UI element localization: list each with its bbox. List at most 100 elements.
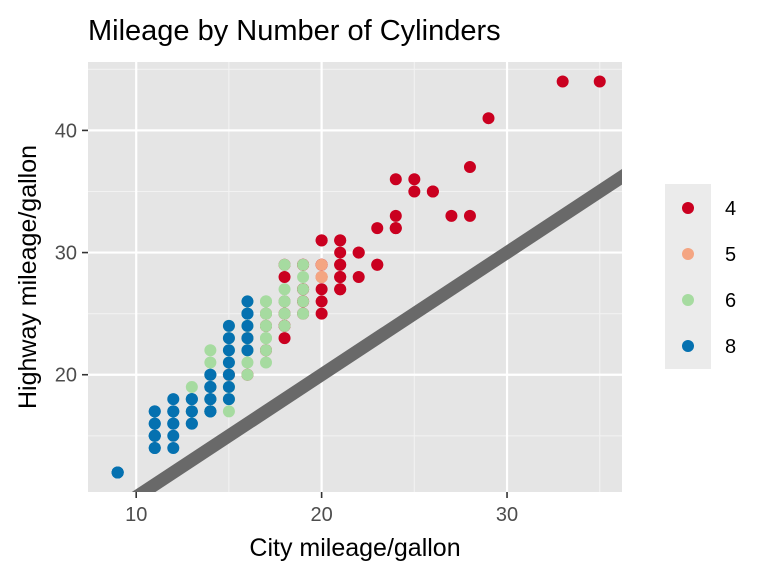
data-point-cyl-6: [278, 258, 291, 271]
data-point-cyl-4: [408, 173, 421, 186]
data-point-cyl-6: [278, 319, 291, 332]
data-point-cyl-8: [241, 332, 254, 345]
data-point-cyl-8: [222, 380, 235, 393]
legend-key-4: [682, 202, 694, 214]
data-point-cyl-6: [297, 258, 310, 271]
data-point-cyl-4: [463, 209, 476, 222]
data-point-cyl-8: [241, 307, 254, 320]
data-point-cyl-8: [204, 368, 217, 381]
data-point-cyl-6: [260, 344, 272, 357]
legend-key-5: [682, 248, 694, 260]
x-tick-label: 10: [125, 504, 147, 526]
x-axis-title: City mileage/gallon: [249, 534, 460, 562]
legend-label: 4: [725, 198, 736, 220]
x-tick-label: 30: [496, 504, 518, 526]
data-point-cyl-8: [111, 466, 124, 479]
points-layer: [111, 75, 606, 479]
data-point-cyl-8: [148, 405, 161, 418]
data-point-cyl-8: [167, 405, 180, 418]
data-point-cyl-8: [167, 417, 180, 430]
data-point-cyl-4: [352, 271, 365, 283]
data-point-cyl-4: [389, 173, 402, 186]
data-point-cyl-4: [463, 161, 476, 174]
data-point-cyl-4: [352, 246, 365, 259]
data-point-cyl-6: [260, 307, 272, 320]
data-point-cyl-4: [445, 209, 458, 222]
data-point-cyl-6: [204, 344, 217, 357]
data-point-cyl-8: [222, 393, 235, 406]
data-point-cyl-6: [297, 307, 310, 320]
y-tick-label: 30: [55, 243, 77, 265]
data-point-cyl-6: [241, 368, 254, 381]
data-point-cyl-8: [167, 393, 180, 406]
legend-label: 5: [725, 244, 736, 266]
data-point-cyl-8: [222, 368, 235, 381]
data-point-cyl-4: [426, 185, 439, 198]
data-point-cyl-4: [334, 246, 347, 259]
data-point-cyl-6: [297, 283, 310, 296]
data-point-cyl-8: [148, 442, 161, 455]
data-point-cyl-4: [278, 271, 291, 283]
data-point-cyl-5: [315, 271, 328, 283]
data-point-cyl-6: [241, 356, 254, 369]
data-point-cyl-8: [185, 405, 198, 418]
data-point-cyl-8: [167, 429, 180, 442]
data-point-cyl-8: [148, 429, 161, 442]
data-point-cyl-4: [556, 75, 569, 88]
data-point-cyl-6: [278, 295, 291, 308]
data-point-cyl-8: [185, 417, 198, 430]
x-axis: 10 20 30: [125, 492, 518, 526]
data-point-cyl-4: [482, 112, 495, 125]
data-point-cyl-6: [260, 332, 272, 345]
legend-label: 6: [725, 290, 736, 312]
data-point-cyl-8: [167, 442, 180, 455]
data-point-cyl-6: [260, 356, 272, 369]
data-point-cyl-6: [260, 319, 272, 332]
data-point-cyl-6: [185, 380, 198, 393]
data-point-cyl-4: [278, 332, 291, 345]
legend-key-6: [682, 294, 694, 306]
data-point-cyl-8: [204, 380, 217, 393]
data-point-cyl-4: [389, 222, 402, 235]
data-point-cyl-4: [593, 75, 606, 88]
data-point-cyl-6: [204, 356, 217, 369]
data-point-cyl-4: [334, 283, 347, 296]
legend: 4 5 6 8: [665, 184, 736, 369]
data-point-cyl-4: [315, 234, 328, 247]
data-point-cyl-8: [204, 393, 217, 406]
data-point-cyl-4: [334, 271, 347, 283]
data-point-cyl-5: [315, 258, 328, 271]
data-point-cyl-6: [278, 283, 291, 296]
grid-major: [88, 62, 622, 492]
chart-title: Mileage by Number of Cylinders: [88, 15, 501, 47]
data-point-cyl-4: [371, 258, 384, 271]
data-point-cyl-8: [222, 332, 235, 345]
data-point-cyl-6: [297, 295, 310, 308]
data-point-cyl-6: [222, 405, 235, 418]
legend-label: 8: [725, 336, 736, 358]
data-point-cyl-6: [260, 295, 272, 308]
data-point-cyl-4: [389, 209, 402, 222]
legend-background: [665, 184, 711, 369]
data-point-cyl-4: [315, 283, 328, 296]
data-point-cyl-8: [204, 405, 217, 418]
data-point-cyl-4: [334, 234, 347, 247]
data-point-cyl-8: [185, 393, 198, 406]
data-point-cyl-8: [222, 344, 235, 357]
data-point-cyl-4: [334, 258, 347, 271]
data-point-cyl-8: [241, 295, 254, 308]
data-point-cyl-4: [371, 222, 384, 235]
y-axis: 20 30 40: [55, 120, 88, 387]
data-point-cyl-8: [241, 344, 254, 357]
data-point-cyl-8: [241, 319, 254, 332]
data-point-cyl-4: [408, 185, 421, 198]
y-tick-label: 40: [55, 120, 77, 142]
y-tick-label: 20: [55, 365, 77, 387]
y-axis-title: Highway mileage/gallon: [14, 145, 42, 409]
data-point-cyl-6: [278, 307, 291, 320]
data-point-cyl-8: [222, 356, 235, 369]
data-point-cyl-4: [315, 307, 328, 320]
